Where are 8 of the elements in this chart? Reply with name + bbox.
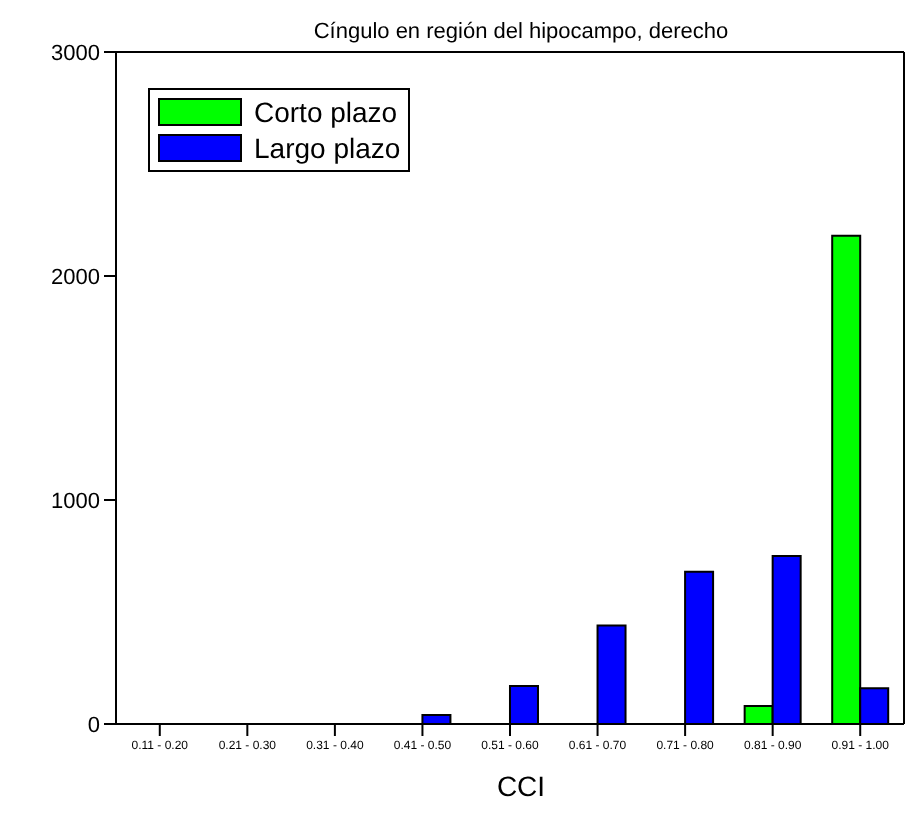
y-tick-label: 2000 [51,265,100,290]
y-tick-label: 1000 [51,489,100,514]
legend-label: Corto plazo [254,94,398,130]
y-tick-label: 0 [87,713,100,738]
y-tick-label: 3000 [51,41,100,66]
x-axis-title: CCI [494,770,548,802]
legend-label: Largo plazo [254,130,401,166]
chart-title: Cíngulo en región del hipocampo, derecho [311,20,731,44]
